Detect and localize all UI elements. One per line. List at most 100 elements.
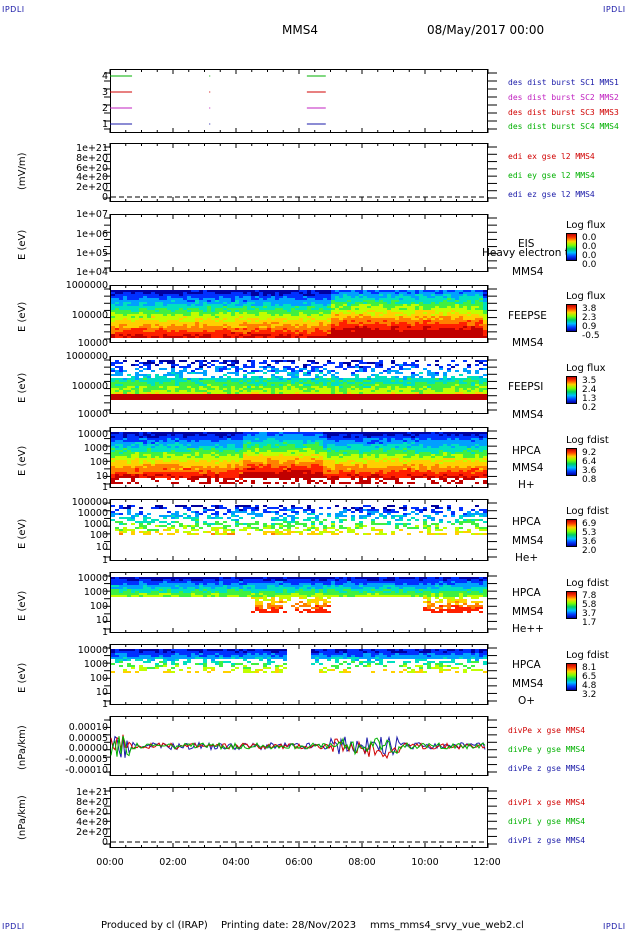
feepsi-cell — [231, 380, 235, 382]
feepsi-cell — [375, 390, 379, 392]
feepse-cell — [443, 306, 447, 308]
feepsi-cell — [223, 394, 227, 396]
feepsi-cell — [287, 378, 291, 380]
feepse-cell — [483, 314, 487, 316]
feepsi-cell — [163, 374, 167, 376]
hpca-h-cell — [151, 444, 155, 446]
feepsi-cell — [259, 378, 263, 380]
feepse-cell — [431, 302, 435, 304]
feepse-cell — [363, 322, 367, 324]
hpca-h-cell — [111, 462, 115, 464]
feepsi-cell — [275, 368, 279, 370]
feepse-cell — [127, 292, 131, 294]
feepse-cell — [295, 328, 299, 330]
hpca-h-cell — [163, 468, 167, 470]
feepse-cell — [339, 292, 343, 294]
feepse-cell — [191, 306, 195, 308]
feepsi-cell — [215, 360, 219, 362]
feepse-cell — [427, 316, 431, 318]
feepsi-cell — [355, 390, 359, 392]
feepse-cell — [335, 310, 339, 312]
hpca-h-cell — [155, 466, 159, 468]
feepse-cell — [395, 316, 399, 318]
feepse-cell — [111, 318, 115, 320]
feepse-cell — [267, 310, 271, 312]
feepse-cell — [475, 318, 479, 320]
feepse-cell — [231, 326, 235, 328]
feepsi-cell — [411, 396, 415, 398]
feepsi-cell — [347, 364, 351, 366]
feepse-cell — [295, 300, 299, 302]
feepse-cell — [459, 292, 463, 294]
feepse-cell — [371, 296, 375, 298]
feepse-cell — [455, 292, 459, 294]
feepsi-cell — [239, 394, 243, 396]
feepsi-cell — [483, 386, 487, 388]
feepsi-cell — [443, 390, 447, 392]
feepse-cell — [331, 294, 335, 296]
feepse-cell — [287, 332, 291, 334]
feepse-cell — [315, 306, 319, 308]
feepse-cell — [359, 336, 363, 338]
feepse-cell — [455, 318, 459, 320]
feepse-cell — [463, 318, 467, 320]
feepse-cell — [243, 322, 247, 324]
feepsi-cell — [479, 384, 483, 386]
feepse-cell — [399, 330, 403, 332]
feepsi-cell — [443, 392, 447, 394]
feepse-cell — [407, 294, 411, 296]
hpca-h-cell — [123, 470, 127, 472]
feepse-cell — [339, 298, 343, 300]
feepse-cell — [355, 322, 359, 324]
feepsi-cell — [283, 388, 287, 390]
feepse-cell — [383, 326, 387, 328]
feepsi-cell — [339, 390, 343, 392]
hpca-h-cell — [127, 468, 131, 470]
feepse-cell — [339, 324, 343, 326]
feepse-cell — [467, 300, 471, 302]
feepse-cell — [119, 332, 123, 334]
feepse-cell — [379, 328, 383, 330]
hpca-h-cell — [175, 456, 179, 458]
feepsi-cell — [447, 378, 451, 380]
feepse-cell — [139, 308, 143, 310]
hpca-h-cell — [127, 450, 131, 452]
feepse-cell — [259, 314, 263, 316]
feepse-cell — [259, 324, 263, 326]
feepsi-cell — [215, 370, 219, 372]
hpca-h-cell — [159, 464, 163, 466]
feepse-cell — [143, 298, 147, 300]
feepsi-cell — [367, 392, 371, 394]
hpca-h-cell — [167, 450, 171, 452]
feepsi-cell — [395, 386, 399, 388]
feepsi-cell — [231, 392, 235, 394]
feepse-cell — [427, 326, 431, 328]
feepse-cell — [271, 332, 275, 334]
feepse-cell — [359, 294, 363, 296]
feepsi-cell — [175, 392, 179, 394]
feepsi-cell — [399, 372, 403, 374]
feepse-cell — [155, 314, 159, 316]
feepse-cell — [407, 326, 411, 328]
feepse-cell — [367, 316, 371, 318]
feepse-cell — [239, 320, 243, 322]
feepse-cell — [287, 312, 291, 314]
feepse-cell — [351, 306, 355, 308]
feepse-cell — [207, 296, 211, 298]
hpca-h-cell — [111, 474, 115, 476]
feepsi-cell — [403, 384, 407, 386]
feepse-cell — [279, 326, 283, 328]
feepse-cell — [299, 304, 303, 306]
feepse-cell — [279, 294, 283, 296]
feepsi-cell — [323, 364, 327, 366]
hpca-h-cell — [195, 450, 199, 452]
feepsi-cell — [167, 384, 171, 386]
feepse-cell — [315, 326, 319, 328]
feepse-cell — [299, 332, 303, 334]
feepse-cell — [183, 290, 187, 292]
feepsi-cell — [403, 390, 407, 392]
feepsi-cell — [207, 386, 211, 388]
feepsi-cell — [363, 362, 367, 364]
feepse-cell — [439, 302, 443, 304]
feepsi-cell — [139, 386, 143, 388]
